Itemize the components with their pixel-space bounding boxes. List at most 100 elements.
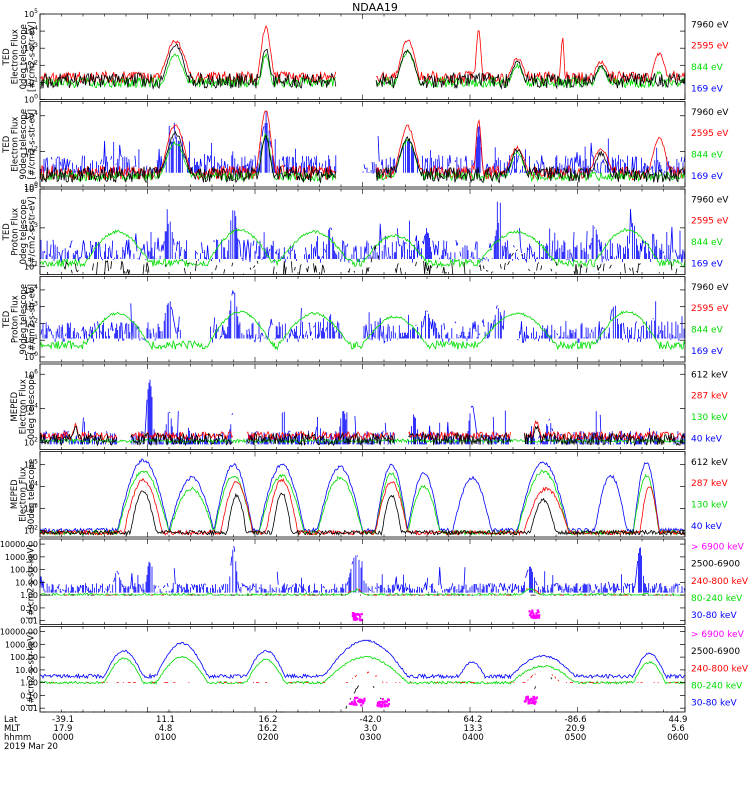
y-axis-label-line: 90deg telescope xyxy=(19,284,29,355)
y-tick-label: 10.00 xyxy=(15,666,38,675)
y-axis-label-line: 0deg telescope xyxy=(19,199,29,264)
y-axis-label-line: Electron Flux xyxy=(19,467,29,522)
legend-entry: 7960 eV xyxy=(691,20,729,30)
series-magenta-point xyxy=(527,700,530,704)
series-magenta-point xyxy=(352,617,356,620)
y-tick-label: 1000.00 xyxy=(5,553,38,562)
series-magenta-point xyxy=(380,703,383,706)
y-tick-label: 100 xyxy=(24,181,38,192)
series-magenta-point xyxy=(527,698,530,701)
series-magenta-point xyxy=(381,698,384,701)
panel-7: 0.01 0.10 1.00 10.00 100.00 1000.00 10000.00[#… xyxy=(0,538,749,626)
series-green-line xyxy=(39,655,686,685)
series-magenta-point xyxy=(530,611,533,615)
series-magenta-point xyxy=(382,701,385,704)
legend-entry: 844 eV xyxy=(691,238,724,248)
series-magenta-point xyxy=(358,698,361,701)
y-axis-label-line: TED xyxy=(2,310,12,329)
series-magenta-point xyxy=(384,703,387,706)
series-green xyxy=(39,310,686,351)
series-magenta-point xyxy=(354,618,357,621)
y-axis-label-line: 0deg telescope xyxy=(27,374,37,439)
legend-entry: 2595 eV xyxy=(691,129,729,139)
series-magenta-point xyxy=(384,700,387,703)
legend: 7960 eV 2595 eV 844 eV 169 eV xyxy=(691,108,729,182)
series-magenta-point xyxy=(535,697,538,700)
series-green-line xyxy=(39,228,686,269)
y-tick-label: 101 xyxy=(24,261,38,272)
legend-entry: 80-240 keV xyxy=(691,681,743,691)
series-magenta-point xyxy=(530,616,533,619)
y-axis-label-line: TED xyxy=(2,223,12,242)
x-tick-mlt: 20.9 xyxy=(566,724,585,734)
x-tick-lat: 16.2 xyxy=(259,715,278,725)
legend-entry: 7960 eV xyxy=(691,283,729,293)
series-magenta-point xyxy=(385,703,388,706)
series-magenta-point xyxy=(363,697,366,700)
series-magenta-point xyxy=(536,609,539,612)
series-red-line xyxy=(49,587,684,596)
series-magenta-point xyxy=(381,705,384,708)
series-magenta-point xyxy=(532,615,535,618)
series-green xyxy=(40,587,685,596)
x-row-label: MLT xyxy=(4,724,21,734)
y-tick-label: 103 xyxy=(24,222,38,233)
y-tick-label: 102 xyxy=(24,59,38,70)
series-magenta-point xyxy=(525,696,528,699)
y-tick-label: 10000.00 xyxy=(0,540,38,549)
series-magenta-point xyxy=(526,695,529,698)
y-tick-label: 1.00 xyxy=(20,679,38,688)
y-tick-label: 100 xyxy=(24,94,38,105)
y-tick-label: 104 xyxy=(24,110,38,121)
series-magenta-point xyxy=(354,614,357,617)
series-magenta-point xyxy=(386,705,389,708)
x-tick-hhmm: 0200 xyxy=(257,733,279,743)
series-magenta-point xyxy=(359,700,362,704)
y-tick-label: 105 xyxy=(24,8,38,19)
series-magenta-point xyxy=(535,612,538,615)
y-axis-label-line: Electron Flux xyxy=(19,379,29,434)
figure-title: NDAA19 xyxy=(352,1,398,14)
y-axis-label-line: [#/cm2-s-str-keV] xyxy=(27,632,37,707)
y-axis-label-line: Proton Flux xyxy=(11,295,21,343)
legend-entry: 2595 eV xyxy=(691,42,729,52)
y-tick-label: 1.00 xyxy=(20,591,38,600)
legend-entry: 80-240 keV xyxy=(691,594,743,604)
legend-entry: 169 eV xyxy=(691,347,724,357)
series-magenta-point xyxy=(353,701,356,704)
y-axis-label-line: 0deg telescope xyxy=(19,24,29,89)
y-tick-label: 104 xyxy=(24,402,38,413)
y-axis-label-line: Proton Flux xyxy=(11,208,21,256)
series-magenta-point xyxy=(356,696,359,699)
y-axis-label-line: 90deg telescope xyxy=(27,459,37,530)
y-tick-label: 104 xyxy=(24,481,38,492)
series-magenta-point xyxy=(356,617,359,620)
panel-frame xyxy=(39,451,686,538)
legend-entry: 7960 eV xyxy=(691,195,729,205)
series-magenta-point xyxy=(533,696,536,699)
series-magenta xyxy=(351,609,541,622)
series-magenta-point xyxy=(359,615,362,618)
series-magenta-point xyxy=(355,703,358,706)
legend: 7960 eV 2595 eV 844 eV 169 eV xyxy=(691,195,729,269)
series-magenta-point xyxy=(352,618,355,621)
y-axis-label-line: [#/cm2-s-str-eV] xyxy=(28,284,38,354)
series-magenta-point xyxy=(532,698,535,701)
panel-8: 0.01 0.10 1.00 10.00 100.00 1000.00 10000.00[#… xyxy=(0,626,749,714)
series-red xyxy=(39,477,686,537)
series-magenta-point xyxy=(525,698,528,701)
x-tick-hhmm: 0500 xyxy=(565,733,587,743)
series-magenta-point xyxy=(377,705,380,708)
series-red-line xyxy=(39,419,686,442)
series-magenta-point xyxy=(537,616,541,619)
legend-entry: 2500-6900 xyxy=(691,647,740,657)
legend-entry: 287 keV xyxy=(691,392,728,402)
series-green-line xyxy=(39,132,686,183)
series-blue xyxy=(39,201,686,263)
y-tick-label: 102 xyxy=(24,437,38,448)
